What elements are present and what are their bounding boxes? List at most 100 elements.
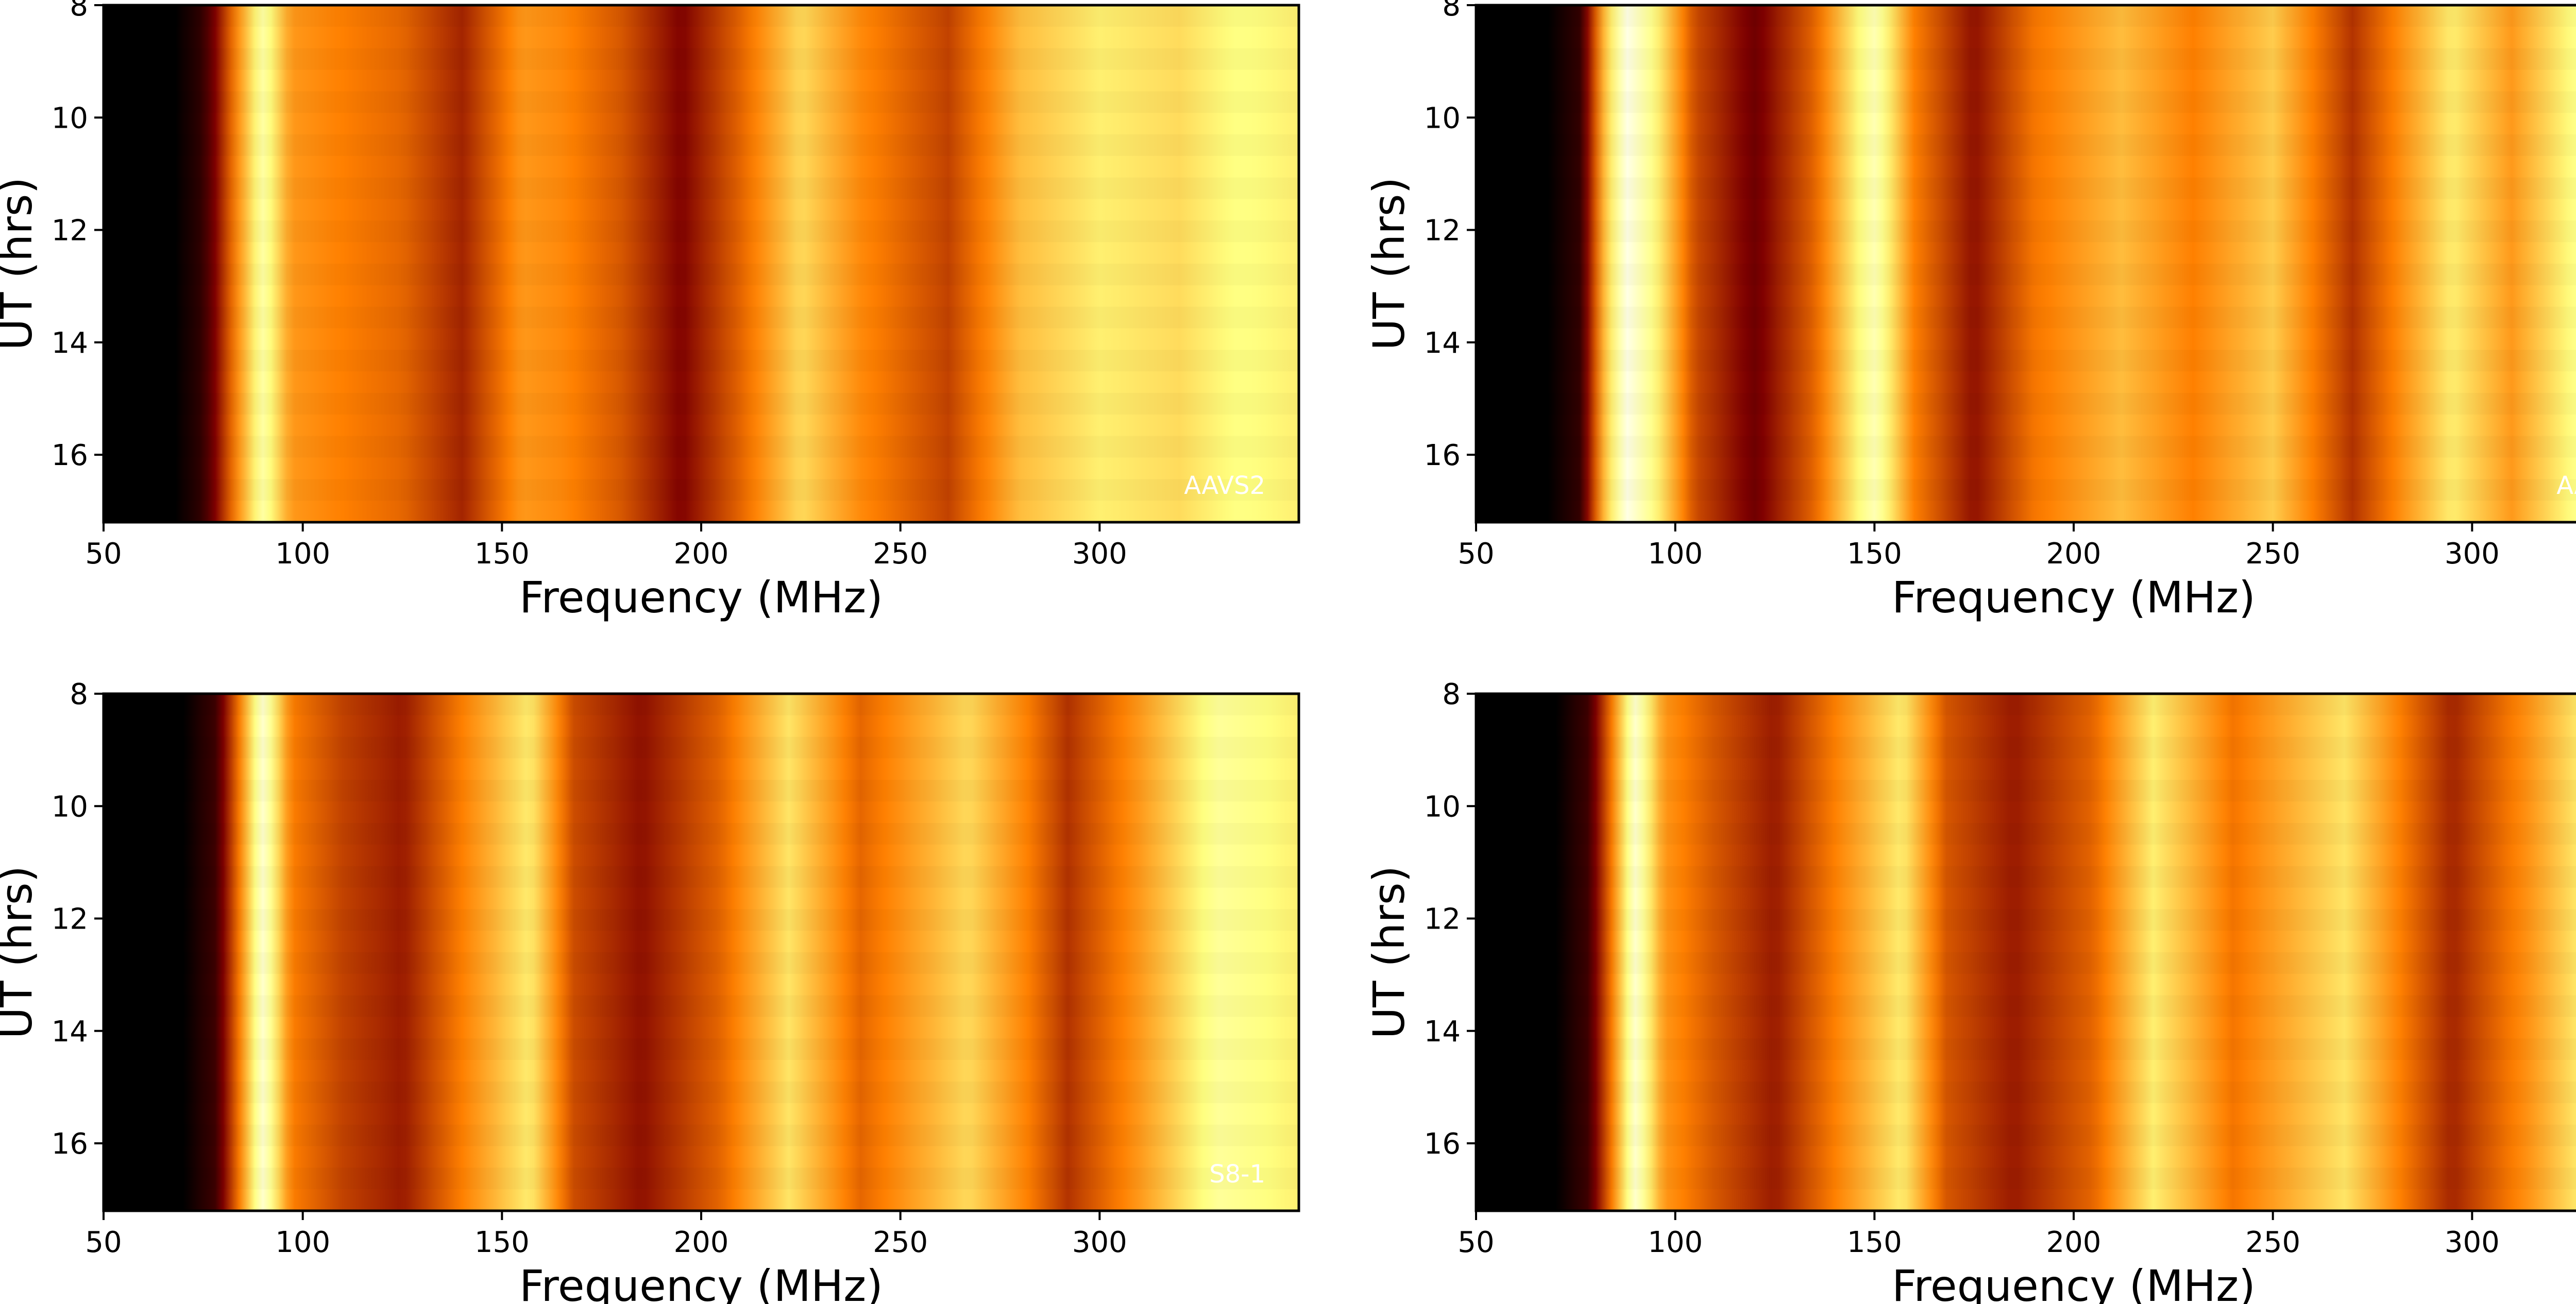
- heatmap-texture: [1476, 5, 2576, 27]
- heatmap-texture: [104, 178, 1299, 199]
- heatmap-texture: [104, 134, 1299, 156]
- heatmap-texture: [104, 1082, 1299, 1103]
- y-tick-label: 16: [52, 1127, 88, 1161]
- y-tick-label: 8: [1442, 0, 1461, 23]
- x-tick-label: 150: [474, 537, 530, 571]
- heatmap-texture: [1476, 91, 2576, 113]
- heatmap-texture: [1476, 350, 2576, 371]
- x-tick-label: 200: [674, 537, 729, 571]
- heatmap-texture: [104, 307, 1299, 329]
- heatmap-panel-S8-1: 50 100 150 200 250 300 8 10 12 14 16 Frequency (MHz…: [0, 678, 1300, 1304]
- heatmap-texture: [1476, 1125, 2576, 1146]
- panel-label: AAVS3: [2556, 471, 2576, 500]
- heatmap-texture: [104, 48, 1299, 70]
- x-tick-label: 50: [85, 537, 122, 571]
- heatmap-texture: [1476, 909, 2576, 931]
- heatmap-texture: [1476, 178, 2576, 199]
- y-tick-label: 12: [1424, 214, 1461, 248]
- y-tick-label: 16: [1424, 1127, 1461, 1161]
- heatmap-image: [104, 5, 1299, 522]
- heatmap-texture: [104, 5, 1299, 27]
- heatmap-texture: [104, 220, 1299, 242]
- y-tick-label: 14: [1424, 1015, 1461, 1049]
- x-tick-label: 300: [2445, 537, 2500, 571]
- x-tick-label: 150: [1847, 537, 1902, 571]
- y-axis-label: UT (hrs): [0, 177, 42, 351]
- heatmap-texture: [1476, 1168, 2576, 1189]
- x-tick-label: 200: [674, 1226, 729, 1259]
- y-tick-label: 8: [70, 678, 88, 711]
- heatmap-texture: [1476, 307, 2576, 329]
- x-tick-label: 250: [873, 1226, 928, 1259]
- heatmap-texture: [1476, 780, 2576, 801]
- heatmap-texture: [104, 694, 1299, 715]
- heatmap-texture: [1476, 220, 2576, 242]
- heatmap-texture: [104, 866, 1299, 888]
- x-tick-label: 100: [275, 1226, 330, 1259]
- y-tick-label: 14: [52, 1015, 88, 1049]
- heatmap-texture: [104, 952, 1299, 974]
- heatmap-texture: [104, 1038, 1299, 1060]
- y-tick-label: 12: [52, 214, 88, 248]
- heatmap-texture: [1476, 1038, 2576, 1060]
- heatmap-texture: [1476, 48, 2576, 70]
- heatmap-image: [1476, 694, 2576, 1211]
- heatmap-texture: [104, 264, 1299, 285]
- x-tick-label: 300: [1072, 537, 1127, 571]
- y-axis-label: UT (hrs): [1364, 866, 1414, 1039]
- x-tick-label: 200: [2046, 1226, 2102, 1259]
- x-tick-label: 50: [1458, 1226, 1494, 1259]
- y-tick-label: 14: [52, 327, 88, 360]
- x-axis-label: Frequency (MHz): [519, 572, 883, 623]
- heatmap-texture: [104, 823, 1299, 845]
- heatmap-image: [1476, 5, 2576, 522]
- y-axis-label: UT (hrs): [0, 866, 42, 1039]
- heatmap-texture: [1476, 479, 2576, 501]
- heatmap-texture: [1476, 866, 2576, 888]
- heatmap-image: [104, 694, 1299, 1211]
- y-tick-label: 8: [1442, 678, 1461, 711]
- y-tick-label: 10: [52, 790, 88, 823]
- heatmap-texture: [1476, 264, 2576, 285]
- x-tick-label: 250: [2245, 537, 2300, 571]
- x-axis-label: Frequency (MHz): [519, 1261, 883, 1304]
- heatmap-texture: [1476, 1082, 2576, 1103]
- y-tick-label: 10: [1424, 790, 1461, 823]
- heatmap-texture: [104, 479, 1299, 501]
- heatmap-texture: [104, 1168, 1299, 1189]
- y-tick-label: 14: [1424, 327, 1461, 360]
- x-tick-label: 50: [1458, 537, 1494, 571]
- heatmap-texture: [1476, 134, 2576, 156]
- x-tick-label: 150: [474, 1226, 530, 1259]
- y-tick-label: 8: [70, 0, 88, 23]
- heatmap-texture: [1476, 823, 2576, 845]
- heatmap-texture: [104, 909, 1299, 931]
- heatmap-texture: [104, 737, 1299, 759]
- y-tick-label: 16: [1424, 439, 1461, 472]
- x-tick-label: 200: [2046, 537, 2102, 571]
- heatmap-panel-S8-6: 50 100 150 200 250 300 8 10 12 14 16 Frequency (MHz…: [1364, 678, 2576, 1304]
- x-tick-label: 100: [275, 537, 330, 571]
- panel-label: AAVS2: [1184, 471, 1265, 500]
- x-tick-label: 250: [2245, 1226, 2300, 1259]
- panel-label: S8-1: [1209, 1160, 1265, 1189]
- heatmap-texture: [104, 350, 1299, 371]
- heatmap-texture: [104, 436, 1299, 458]
- y-axis-label: UT (hrs): [1364, 177, 1414, 351]
- heatmap-panel-AAVS3: 50 100 150 200 250 300 8 10 12 14 16 Frequency (MHz…: [1364, 0, 2576, 623]
- y-tick-label: 10: [52, 101, 88, 135]
- x-axis-label: Frequency (MHz): [1892, 572, 2256, 623]
- heatmap-texture: [1476, 952, 2576, 974]
- heatmap-texture: [104, 393, 1299, 415]
- x-tick-label: 300: [1072, 1226, 1127, 1259]
- heatmap-texture: [104, 1125, 1299, 1146]
- x-tick-label: 300: [2445, 1226, 2500, 1259]
- heatmap-texture: [104, 996, 1299, 1017]
- heatmap-texture: [1476, 393, 2576, 415]
- heatmap-texture: [1476, 694, 2576, 715]
- x-axis-label: Frequency (MHz): [1892, 1261, 2256, 1304]
- y-tick-label: 16: [52, 439, 88, 472]
- heatmap-texture: [104, 780, 1299, 801]
- x-tick-label: 50: [85, 1226, 122, 1259]
